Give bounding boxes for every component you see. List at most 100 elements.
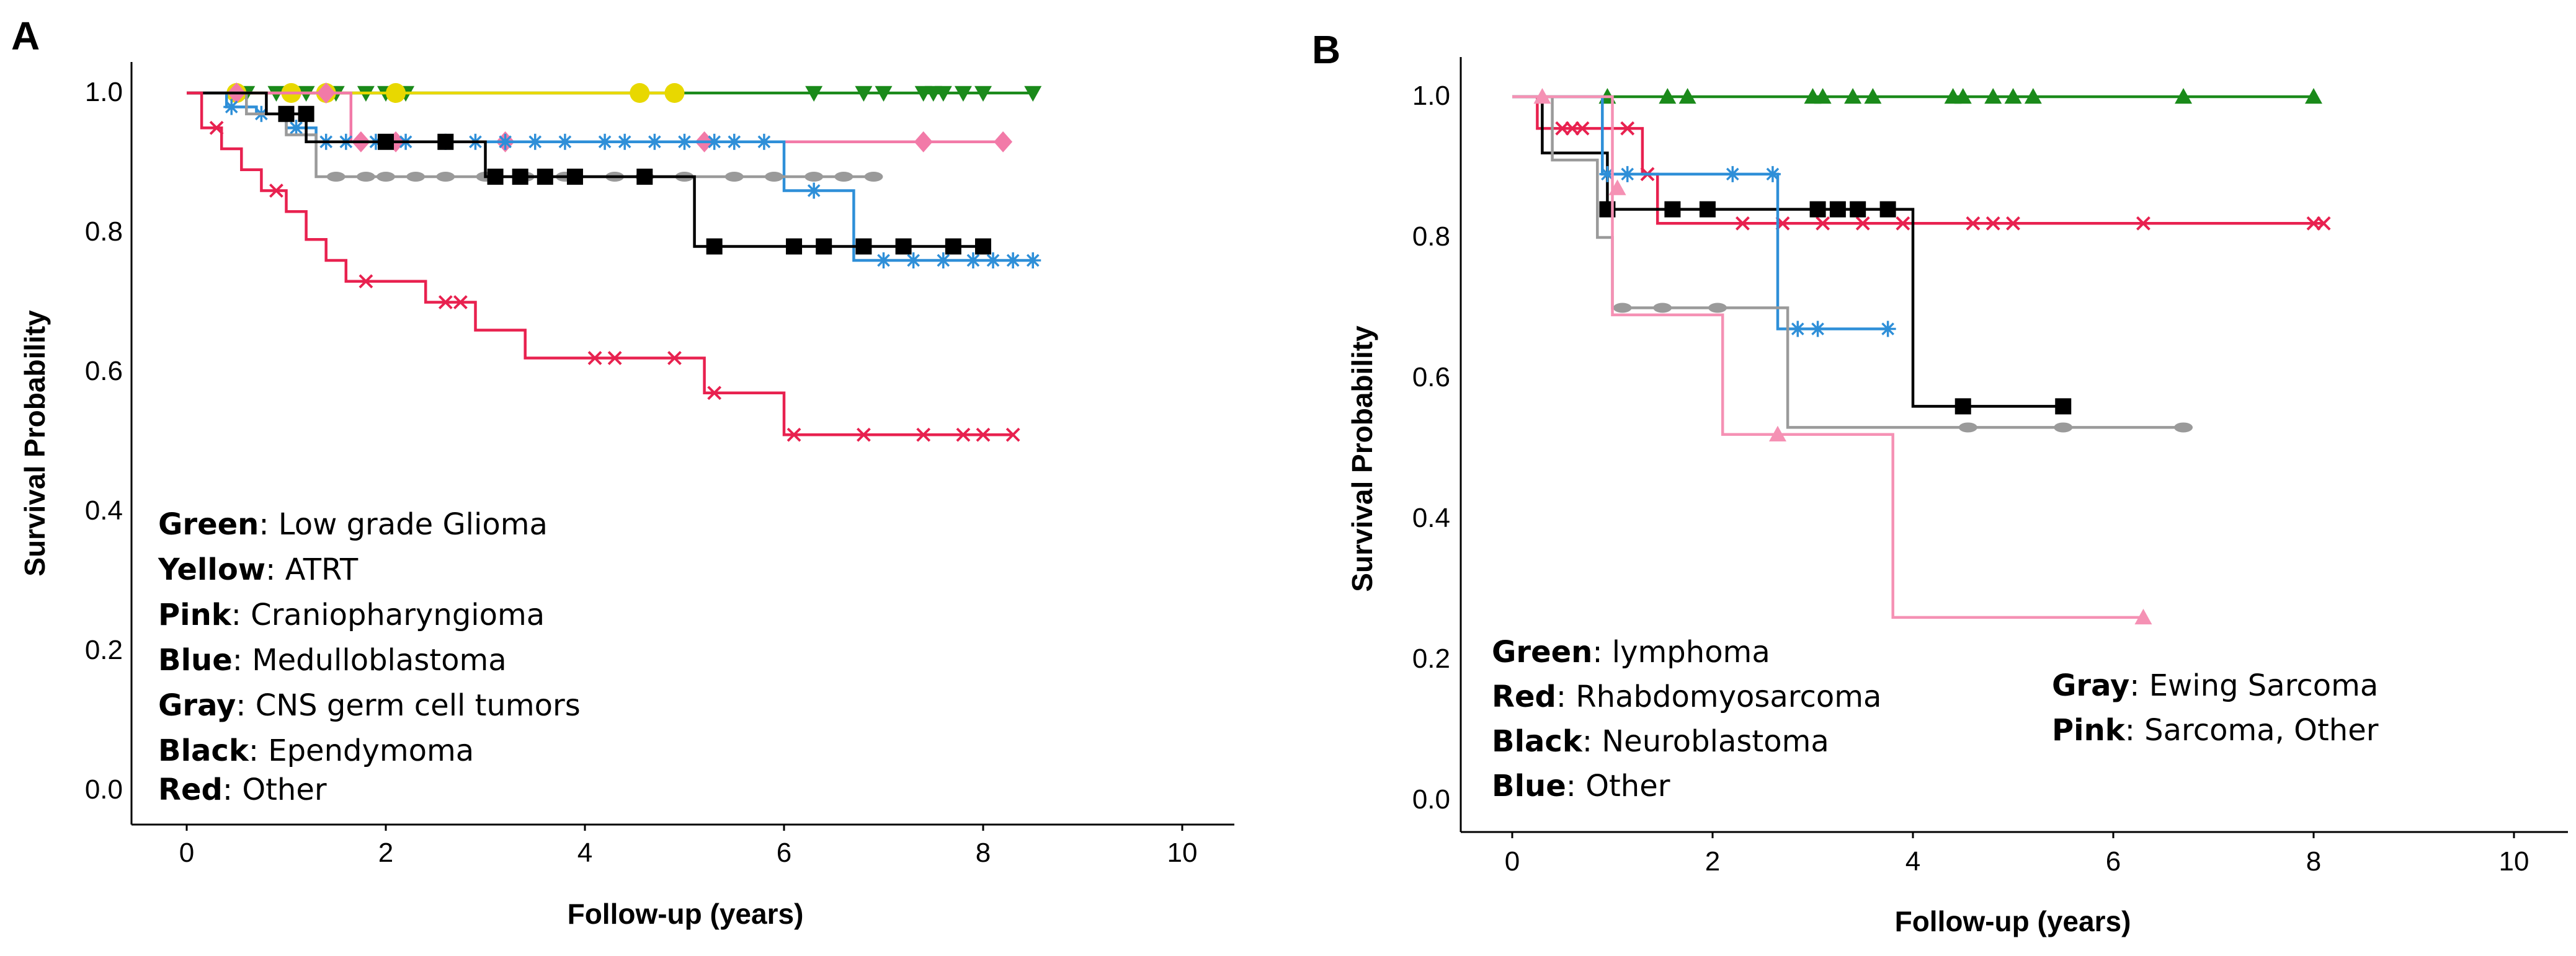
- legend-color-name: Black: [158, 733, 249, 768]
- panel-b-series-1-censor-mark: [1816, 216, 1830, 231]
- panel-b-legend-entry: Green: lymphoma: [1492, 635, 1770, 670]
- panel-a-series-3-censor-mark: [556, 133, 573, 150]
- panel-a-series-3-censor-mark: [676, 133, 693, 150]
- panel-b-series-5-censor-mark: [1608, 179, 1626, 195]
- legend-color-name: Pink: [158, 598, 232, 632]
- panel-a-series-4-line: [187, 91, 874, 179]
- panel-a-series-0-censor-mark: [954, 86, 972, 102]
- panel-a: A 1.0 0.8 0.6 0.4 0.2 0.0 0 2 4 6 8 10 F…: [11, 14, 1234, 930]
- panel-b-series-3-censor-mark: [1724, 166, 1741, 182]
- panel-b-series-4-censor-mark: [1613, 303, 1632, 313]
- panel-a-series-6-censor-mark: [438, 295, 453, 309]
- panel-b-series-3-censor-mark: [1619, 166, 1636, 182]
- panel-b-series-1-line: [1512, 95, 2324, 225]
- legend-separator: :: [2129, 668, 2149, 703]
- legend-label: Ewing Sarcoma: [2149, 668, 2379, 703]
- panel-a-series-3-censor-mark: [597, 133, 613, 150]
- panel-b-series-0-censor-mark: [2004, 88, 2022, 104]
- panel-a-series-1-censor-mark: [664, 83, 685, 103]
- panel-b-legend: Green: lymphoma Red: Rhabdomyosarcoma Bl…: [1492, 635, 2379, 803]
- panel-b-legend-entry: Black: Neuroblastoma: [1492, 724, 1829, 759]
- panel-a-plot-area: [185, 82, 1183, 831]
- panel-b-xtick-label: 6: [2106, 846, 2121, 877]
- panel-a-series-0-censor-mark: [805, 86, 823, 102]
- panel-a-ytick-label: 0.8: [85, 216, 123, 247]
- panel-b-legend-entry: Red: Rhabdomyosarcoma: [1492, 679, 1881, 714]
- panel-a-series-3-censor-mark: [1005, 252, 1022, 268]
- panel-b-series-2-censor-mark: [1664, 201, 1681, 218]
- panel-a-xtick-label: 0: [179, 838, 194, 868]
- legend-label: Other: [1585, 769, 1670, 803]
- legend-color-name: Red: [1492, 679, 1556, 714]
- panel-a-legend-entry: Green: Low grade Glioma: [158, 507, 548, 542]
- legend-color-name: Green: [1492, 635, 1592, 670]
- legend-label: Other: [242, 772, 327, 807]
- panel-a-series-6-censor-mark: [787, 427, 801, 442]
- legend-separator: :: [1566, 769, 1585, 803]
- panel-a-series-5-censor-mark: [437, 133, 454, 150]
- panel-a-legend-entry: Gray: CNS germ cell tumors: [158, 688, 581, 723]
- legend-color-name: Red: [158, 772, 223, 807]
- panel-a-series-4-censor-mark: [377, 172, 395, 182]
- panel-b-series-0-censor-mark: [1864, 88, 1882, 104]
- legend-separator: :: [259, 507, 278, 542]
- panel-a-ytick-label: 0.2: [85, 635, 123, 665]
- panel-b-series-5-censor-mark: [1533, 88, 1551, 104]
- panel-a-series-3-censor-mark: [726, 133, 742, 150]
- legend-separator: :: [223, 772, 242, 807]
- panel-a-series-2-censor-mark: [994, 131, 1013, 153]
- panel-b-series-2-censor-mark: [1829, 201, 1846, 218]
- panel-a-ytick-label: 0.4: [85, 495, 123, 526]
- panel-b-xtick-label: 10: [2499, 846, 2529, 877]
- panel-b-series-4-censor-mark: [1958, 422, 1977, 433]
- panel-b-ytick-label: 0.2: [1412, 644, 1450, 674]
- panel-a-series-4-censor-mark: [406, 172, 426, 182]
- panel-b-series-1-censor-mark: [1855, 216, 1870, 231]
- panel-a-xtick-label: 6: [777, 838, 791, 868]
- panel-a-series-6-censor-mark: [453, 295, 468, 309]
- panel-b-series-0-censor-mark: [1814, 88, 1832, 104]
- legend-label: lymphoma: [1612, 635, 1770, 670]
- panel-a-series-6: [187, 91, 1020, 442]
- panel-b-series-1-censor-mark: [2136, 216, 2150, 231]
- panel-b-legend-entry: Pink: Sarcoma, Other: [2052, 713, 2379, 748]
- panel-a-series-2-censor-mark: [914, 131, 933, 153]
- panel-b-xtick-label: 0: [1505, 846, 1520, 877]
- legend-label: Low grade Glioma: [279, 507, 548, 542]
- panel-a-series-3-censor-mark: [935, 252, 952, 268]
- panel-a-series-6-censor-mark: [269, 184, 283, 198]
- panel-b-series-3-censor-mark: [1809, 321, 1826, 337]
- panel-b-series-4-censor-mark: [1653, 303, 1672, 313]
- panel-b-series-1-censor-mark: [1896, 216, 1910, 231]
- panel-a-series-5-censor-mark: [975, 238, 991, 255]
- panel-b-ytick-label: 0.0: [1412, 784, 1450, 815]
- legend-separator: :: [1592, 635, 1611, 670]
- panel-a-series-3-censor-mark: [706, 133, 723, 150]
- panel-a-letter: A: [11, 14, 40, 58]
- panel-b-series-5: [1512, 88, 2152, 625]
- panel-a-x-axis-title: Follow-up (years): [568, 898, 804, 930]
- legend-label: CNS germ cell tumors: [256, 688, 581, 723]
- panel-b-ytick-label: 0.8: [1412, 221, 1450, 252]
- legend-color-name: Pink: [2052, 713, 2126, 748]
- legend-label: Neuroblastoma: [1602, 724, 1829, 759]
- legend-label: Sarcoma, Other: [2144, 713, 2379, 748]
- legend-separator: :: [265, 552, 285, 587]
- panel-b-series-3-censor-mark: [1879, 321, 1896, 337]
- panel-b-series-4-censor-mark: [2174, 422, 2193, 433]
- panel-b: B 1.0 0.8 0.6 0.4 0.2 0.0 0 2 4 6 8 10 F…: [1312, 27, 2568, 937]
- legend-color-name: Black: [1492, 724, 1583, 759]
- panel-a-series-4-censor-mark: [356, 172, 375, 182]
- panel-b-series-3-censor-mark: [1764, 166, 1781, 182]
- panel-a-series-3-censor-mark: [288, 120, 305, 136]
- panel-b-plot-area: [1511, 88, 2515, 838]
- legend-label: ATRT: [285, 552, 359, 587]
- panel-b-series-1-censor-mark: [1575, 121, 1590, 136]
- panel-a-series-3-censor-mark: [527, 133, 543, 150]
- panel-a-series-6-censor-mark: [359, 274, 373, 289]
- panel-b-series-2: [1512, 95, 2072, 415]
- panel-a-legend: Green: Low grade Glioma Yellow: ATRT Pin…: [158, 507, 581, 807]
- panel-b-series-0-censor-mark: [1844, 88, 1862, 104]
- panel-a-series-5-censor-mark: [298, 105, 314, 122]
